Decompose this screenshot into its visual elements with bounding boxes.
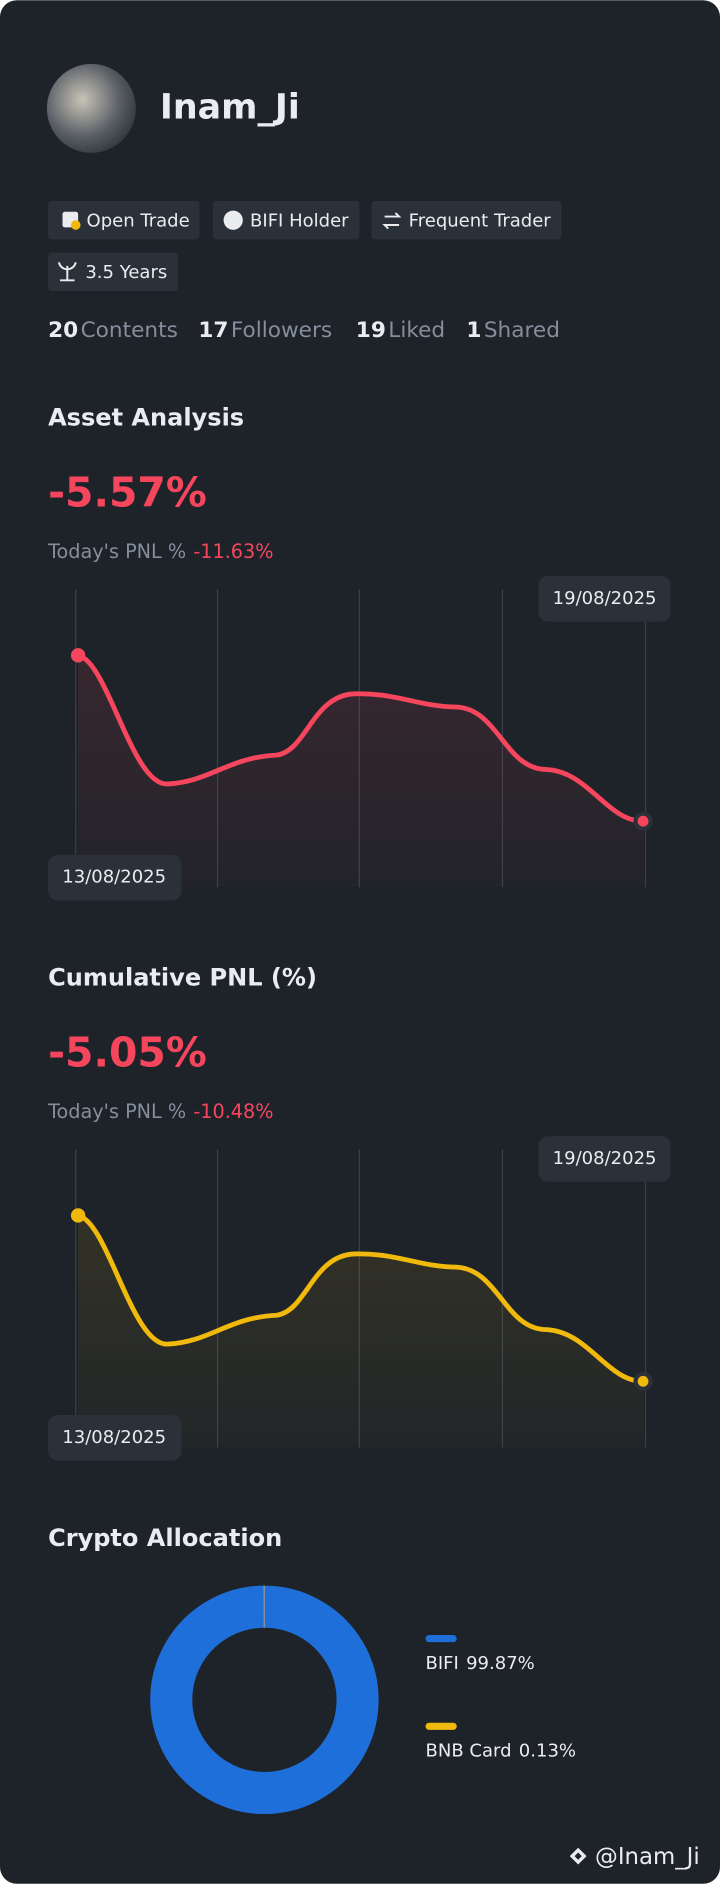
badge-icon-dot xyxy=(71,220,81,230)
date-end: 19/08/2025 xyxy=(553,588,657,609)
stat-value: 1 xyxy=(466,318,481,343)
user-name: Inam_Ji xyxy=(160,87,300,127)
point xyxy=(638,1376,649,1387)
pnl-value: -10.48% xyxy=(193,1100,273,1123)
pnl-value: -11.63% xyxy=(193,539,273,562)
stat-value: 19 xyxy=(356,318,386,343)
legend-name: BNB Card xyxy=(426,1741,512,1762)
badge-text: 3.5 Years xyxy=(85,262,167,283)
pnl-big: -5.57% xyxy=(48,468,207,516)
date-end: 19/08/2025 xyxy=(553,1148,657,1169)
badge-text: BIFI Holder xyxy=(250,210,349,231)
stat-value: 17 xyxy=(198,318,228,343)
point xyxy=(71,1208,85,1222)
footer-handle: @Inam_Ji xyxy=(595,1844,700,1870)
point xyxy=(71,648,85,662)
badge-icon xyxy=(224,211,243,230)
legend-swatch xyxy=(426,1635,457,1642)
legend-entry: BNB Card 0.13% xyxy=(426,1741,577,1762)
legend-name: BIFI xyxy=(426,1653,459,1674)
point xyxy=(638,816,649,827)
legend-entry: BIFI 99.87% xyxy=(426,1653,535,1674)
stat-label: Followers xyxy=(231,318,332,343)
pnl-line: Today's PNL % -10.48% xyxy=(47,1100,273,1123)
pnl-big: -5.05% xyxy=(48,1029,207,1077)
pnl-label: Today's PNL % xyxy=(47,1100,186,1123)
section-title: Asset Analysis xyxy=(48,404,244,432)
legend-value: 0.13% xyxy=(519,1741,576,1762)
section-title: Crypto Allocation xyxy=(48,1524,282,1552)
stat-label: Contents xyxy=(81,318,178,343)
pnl-label: Today's PNL % xyxy=(47,539,186,562)
section-title: Cumulative PNL (%) xyxy=(48,964,317,992)
date-start: 13/08/2025 xyxy=(62,1427,166,1448)
badge-text: Frequent Trader xyxy=(409,210,552,231)
stat-value: 20 xyxy=(48,318,78,343)
legend-value: 99.87% xyxy=(466,1653,535,1674)
legend-swatch xyxy=(426,1723,457,1730)
date-start: 13/08/2025 xyxy=(62,867,166,888)
badge-text: Open Trade xyxy=(87,210,190,231)
stat-label: Shared xyxy=(484,318,560,343)
avatar[interactable] xyxy=(47,64,136,153)
pnl-line: Today's PNL % -11.63% xyxy=(47,539,273,562)
stat-label: Liked xyxy=(388,318,445,343)
